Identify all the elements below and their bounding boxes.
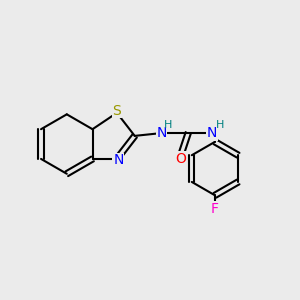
Text: F: F: [211, 202, 219, 216]
Text: O: O: [176, 152, 186, 166]
Text: N: N: [207, 126, 217, 140]
Text: N: N: [113, 153, 124, 167]
Text: H: H: [164, 120, 172, 130]
Text: N: N: [156, 126, 167, 140]
Text: S: S: [112, 104, 121, 118]
Text: H: H: [216, 120, 224, 130]
